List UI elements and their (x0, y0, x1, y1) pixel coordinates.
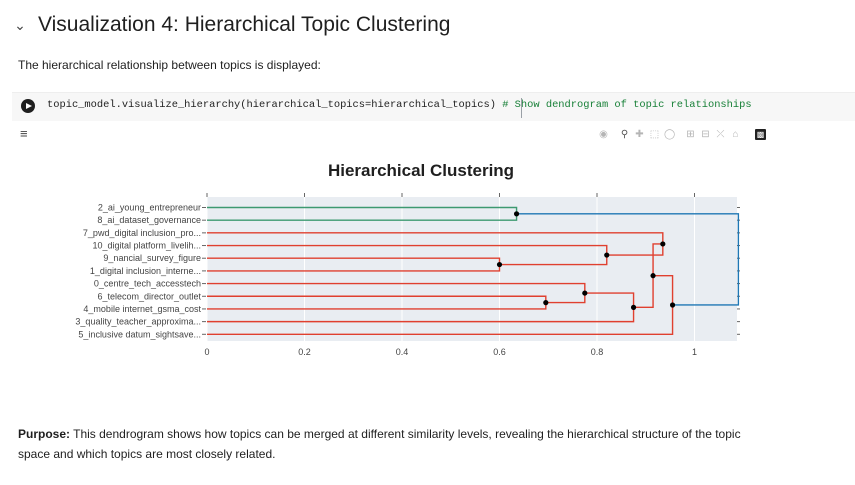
chevron-down-icon[interactable]: ⌄ (14, 17, 26, 33)
dendrogram-chart[interactable]: Hierarchical Clustering 2_ai_young_entre… (0, 150, 855, 370)
autoscale-icon[interactable]: ⤫ (716, 129, 725, 140)
section-title: Visualization 4: Hierarchical Topic Clus… (38, 13, 451, 36)
dendrogram-link (516, 213, 740, 306)
reset-axes-icon[interactable]: ⌂ (732, 129, 739, 140)
x-tick-label: 1 (692, 347, 697, 357)
merge-node (669, 302, 676, 308)
zoom-out-icon[interactable]: ⊟ (701, 129, 710, 140)
zoom-icon[interactable]: ⚲ (620, 129, 629, 140)
x-tick-label: 0.6 (493, 347, 506, 357)
leaf-label: 2_ai_young_entrepreneur (98, 203, 201, 213)
x-tick-label: 0.2 (298, 347, 311, 357)
leaf-label: 7_pwd_digital inclusion_pro... (83, 228, 201, 238)
code-statement: topic_model.visualize_hierarchy(hierarch… (47, 99, 503, 111)
code-cell[interactable]: topic_model.visualize_hierarchy(hierarch… (12, 92, 855, 121)
pan-icon[interactable]: ✚ (635, 129, 644, 140)
x-tick-label: 0.4 (396, 347, 409, 357)
chart-title: Hierarchical Clustering (328, 161, 514, 180)
plot-area (207, 197, 737, 341)
merge-node (496, 261, 503, 268)
play-icon[interactable] (21, 99, 35, 113)
description-text: The hierarchical relationship between to… (18, 58, 321, 72)
text-cursor (521, 98, 522, 118)
camera-icon[interactable]: ◉ (599, 129, 608, 140)
merge-node (604, 252, 610, 258)
x-tick-label: 0.8 (591, 347, 604, 357)
leaf-label: 4_mobile internet_gsma_cost (83, 304, 201, 314)
plot-modebar: ◉ ⚲ ✚ ⬚ ◯ ⊞ ⊟ ⤫ ⌂ ▩ (598, 129, 766, 140)
leaf-label: 0_centre_tech_accesstech (94, 279, 201, 289)
merge-node (513, 211, 520, 217)
leaf-label: 1_digital inclusion_interne... (90, 266, 201, 276)
plotly-logo-icon[interactable]: ▩ (755, 129, 766, 140)
purpose-label: Purpose: (18, 427, 71, 441)
merge-node (650, 273, 656, 279)
merge-node (630, 304, 637, 310)
lasso-select-icon[interactable]: ◯ (664, 129, 676, 140)
leaf-label: 8_ai_dataset_governance (97, 215, 201, 225)
purpose-text: Purpose: This dendrogram shows how topic… (18, 424, 758, 464)
code-text[interactable]: topic_model.visualize_hierarchy(hierarch… (47, 99, 752, 111)
box-select-icon[interactable]: ⬚ (649, 129, 660, 140)
merge-node (582, 290, 588, 296)
leaf-label: 10_digital platform_livelih... (92, 241, 201, 251)
leaf-label: 5_inclusive datum_sightsave... (78, 329, 201, 339)
code-comment: # Show dendrogram of topic relationships (502, 99, 752, 111)
section-header: ⌄ Visualization 4: Hierarchical Topic Cl… (12, 10, 450, 40)
zoom-in-icon[interactable]: ⊞ (686, 129, 695, 140)
merge-node (543, 300, 549, 306)
x-tick-label: 0 (204, 347, 209, 357)
leaf-label: 9_nancial_survey_figure (103, 253, 201, 263)
merge-node (660, 241, 666, 247)
leaf-label: 6_telecom_director_outlet (97, 291, 201, 301)
output-toggle-icon[interactable]: ≡ (20, 126, 28, 141)
leaf-label: 3_quality_teacher_approxima... (75, 317, 201, 327)
purpose-body: This dendrogram shows how topics can be … (18, 427, 741, 461)
